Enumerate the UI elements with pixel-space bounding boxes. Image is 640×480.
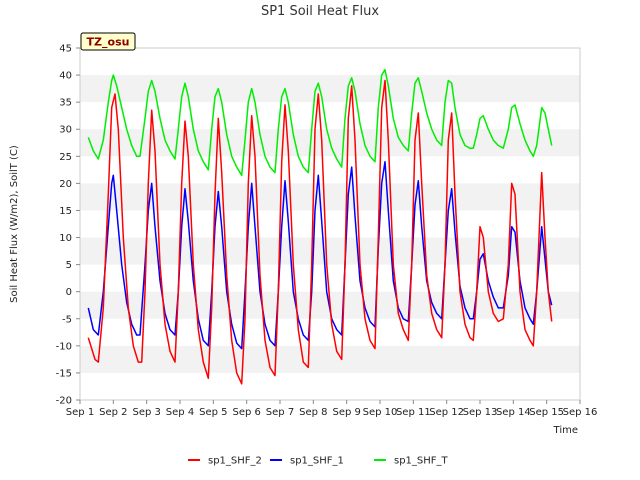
timezone-badge-text: TZ_osu — [87, 36, 130, 49]
y-tick-label: 30 — [59, 125, 72, 136]
series-line-sp1-shf-2 — [87, 79, 553, 385]
y-tick-label: 20 — [59, 179, 72, 190]
y-tick-label: -20 — [56, 396, 72, 407]
x-tick-label: Sep 3 — [132, 407, 160, 418]
x-axis-label: Time — [553, 425, 578, 436]
legend-label: sp1_SHF_1 — [290, 456, 344, 467]
timezone-badge: TZ_osu — [80, 32, 136, 51]
y-tick-label: 35 — [59, 98, 72, 109]
series-line-sp1-shf-1 — [87, 160, 553, 350]
grid-band — [80, 75, 580, 103]
x-tick-label: Sep 13 — [463, 407, 498, 418]
x-tick-label: Sep 7 — [266, 407, 294, 418]
y-tick-label: 15 — [59, 206, 72, 217]
grid-band — [80, 183, 580, 211]
legend: sp1_SHF_2 sp1_SHF_1 sp1_SHF_T — [188, 456, 449, 467]
x-tick-label: Sep 4 — [166, 407, 194, 418]
y-tick-label: 40 — [59, 71, 72, 82]
y-tick-label: -15 — [56, 368, 72, 379]
grid-band — [80, 345, 580, 373]
x-tick-label: Sep 11 — [396, 407, 431, 418]
x-tick-label: Sep 5 — [199, 407, 227, 418]
plot-frame — [79, 47, 581, 401]
y-tick-label: -5 — [62, 314, 72, 325]
x-tick-label: Sep 1 — [66, 407, 94, 418]
chart-title: SP1 Soil Heat Flux — [261, 4, 379, 19]
x-tick-label: Sep 8 — [299, 407, 327, 418]
x-tick-label: Sep 10 — [363, 407, 398, 418]
series-line-sp1-shf-t — [87, 68, 553, 177]
y-tick-label: -10 — [56, 341, 72, 352]
x-tick-label: Sep 12 — [429, 407, 464, 418]
x-tick-label: Sep 6 — [232, 407, 260, 418]
y-tick-label: 0 — [66, 287, 72, 298]
y-axis-label: Soil Heat Flux (W/m2), SoilT (C) — [9, 145, 20, 303]
grid-band — [80, 237, 580, 265]
y-tick-label: 10 — [59, 233, 72, 244]
x-tick-label: Sep 15 — [529, 407, 564, 418]
x-axis: Sep 1 Sep 2 Sep 3 Sep 4 Sep 5 Sep 6 Sep 7 Sep 8… — [66, 400, 598, 418]
y-tick-label: 25 — [59, 152, 72, 163]
x-tick-label: Sep 9 — [332, 407, 360, 418]
y-axis: -20 -15 -10 -5 0 5 10 15 20 25 30 35 40 45 — [56, 44, 80, 407]
x-tick-label: Sep 2 — [99, 407, 127, 418]
y-tick-label: 45 — [59, 44, 72, 55]
series-layer — [87, 68, 553, 385]
legend-label: sp1_SHF_2 — [208, 456, 262, 467]
x-tick-label: Sep 14 — [496, 407, 531, 418]
x-tick-label: Sep 16 — [563, 407, 598, 418]
legend-label: sp1_SHF_T — [394, 456, 449, 467]
y-tick-label: 5 — [66, 260, 72, 271]
